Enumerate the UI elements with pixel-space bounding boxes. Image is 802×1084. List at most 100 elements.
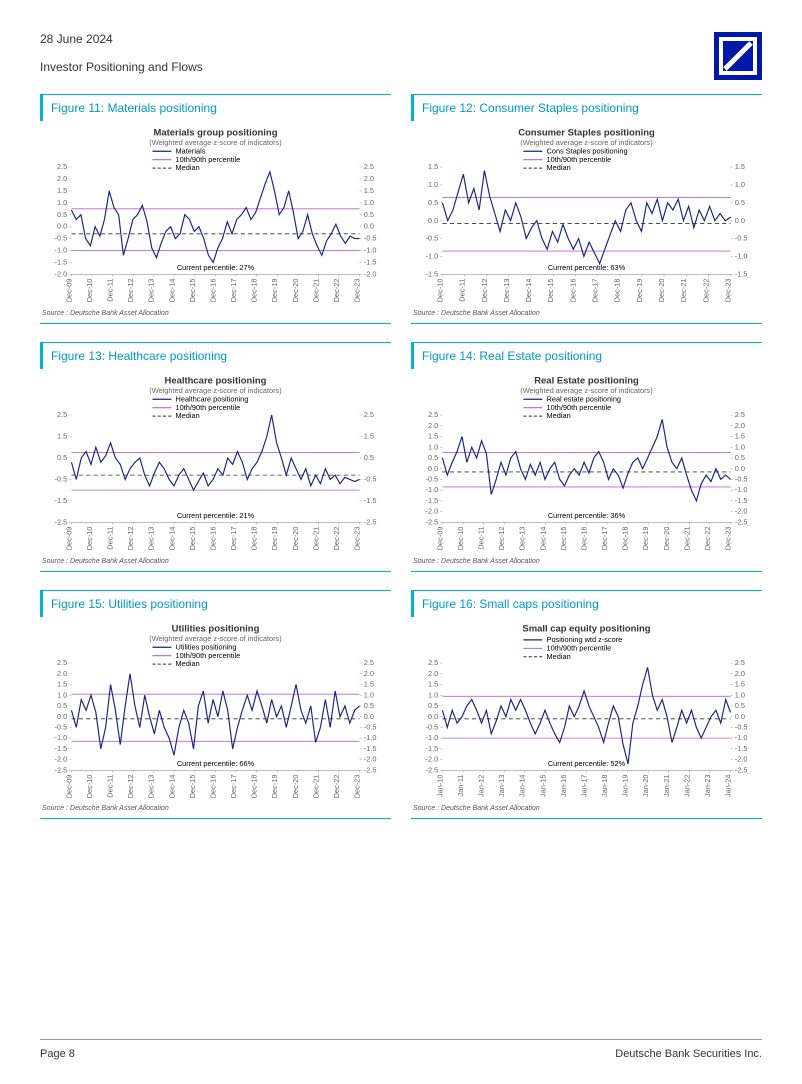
x-tick: Dec-20: [291, 279, 300, 303]
x-tick: Dec-20: [291, 774, 300, 798]
y-tick-left: 1.0: [428, 690, 438, 699]
current-percentile: Current percentile: 52%: [548, 759, 626, 768]
chart-title: Consumer Staples positioning: [518, 128, 655, 139]
x-tick: Jan-20: [641, 774, 650, 797]
x-tick: Dec-14: [167, 526, 176, 550]
y-tick-right: 1.5: [735, 679, 745, 688]
chart-svg: Materials group positioning(Weighted ave…: [42, 125, 389, 304]
chart-title: Healthcare positioning: [165, 375, 267, 386]
chart-svg: Consumer Staples positioning(Weighted av…: [413, 125, 760, 304]
x-tick: Dec-11: [106, 526, 115, 549]
x-tick: Jan-16: [559, 774, 568, 797]
x-tick: Dec-12: [480, 279, 489, 303]
x-tick: Dec-21: [682, 526, 691, 550]
figure-label: Figure 13: Healthcare positioning: [51, 349, 383, 363]
y-tick-right: -1.5: [735, 743, 748, 752]
source-text: Source : Deutsche Bank Asset Allocation: [42, 558, 391, 565]
y-tick-right: 1.0: [735, 180, 745, 189]
y-tick-right: -0.5: [364, 722, 377, 731]
y-tick-right: -1.0: [735, 252, 748, 261]
chart-title: Real Estate positioning: [534, 375, 639, 386]
x-tick: Dec-21: [679, 279, 688, 303]
x-tick: Dec-13: [518, 526, 527, 550]
x-tick: Dec-22: [332, 774, 341, 798]
x-tick: Dec-14: [524, 279, 533, 303]
chart-title: Small cap equity positioning: [522, 623, 650, 634]
x-tick: Dec-15: [188, 279, 197, 303]
y-tick-left: 0.5: [428, 198, 438, 207]
y-tick-left: 1.5: [57, 679, 67, 688]
chart-svg: Healthcare positioning(Weighted average …: [42, 373, 389, 552]
page-subtitle: Investor Positioning and Flows: [40, 60, 203, 74]
y-tick-right: -1.5: [364, 257, 377, 266]
x-tick: Dec-12: [126, 774, 135, 798]
y-tick-left: 1.5: [57, 186, 67, 195]
y-tick-right: 1.5: [364, 431, 374, 440]
legend-median: Median: [176, 163, 200, 172]
chart-panel: Figure 13: Healthcare positioning Health…: [40, 342, 391, 572]
y-tick-right: 0.0: [364, 711, 374, 720]
y-tick-left: 2.5: [428, 410, 438, 419]
y-tick-right: -1.0: [735, 485, 748, 494]
page-header: 28 June 2024 Investor Positioning and Fl…: [40, 32, 762, 80]
x-tick: Dec-12: [497, 526, 506, 550]
x-tick: Dec-19: [270, 774, 279, 798]
x-tick: Jan-12: [477, 774, 486, 797]
x-tick: Dec-11: [106, 774, 115, 797]
y-tick-right: -0.5: [364, 474, 377, 483]
y-tick-right: -1.5: [735, 496, 748, 505]
y-tick-right: 1.0: [735, 442, 745, 451]
x-tick: Dec-18: [250, 279, 259, 303]
x-tick: Jan-23: [703, 774, 712, 797]
x-tick: Dec-10: [85, 774, 94, 798]
figure-label: Figure 11: Materials positioning: [51, 101, 383, 115]
y-tick-left: -2.0: [426, 506, 439, 515]
y-tick-right: 2.0: [735, 668, 745, 677]
x-tick: Jan-10: [435, 774, 444, 797]
chart-title: Utilities positioning: [172, 623, 260, 634]
panel-title-bar: Figure 13: Healthcare positioning: [40, 342, 391, 369]
y-tick-left: -1.5: [426, 743, 439, 752]
source-text: Source : Deutsche Bank Asset Allocation: [42, 310, 391, 317]
y-tick-right: 2.0: [735, 421, 745, 430]
x-tick: Dec-19: [270, 279, 279, 303]
x-tick: Dec-17: [229, 279, 238, 303]
page-date: 28 June 2024: [40, 32, 203, 46]
x-tick: Dec-10: [85, 526, 94, 550]
series-line: [71, 673, 359, 754]
y-tick-left: -1.0: [426, 485, 439, 494]
y-tick-right: -1.5: [735, 269, 748, 278]
y-tick-right: 1.5: [364, 186, 374, 195]
y-tick-left: 1.0: [428, 442, 438, 451]
x-tick: Jan-21: [662, 774, 671, 797]
chart-svg: Real Estate positioning(Weighted average…: [413, 373, 760, 552]
x-tick: Dec-10: [435, 279, 444, 303]
panel-title-bar: Figure 14: Real Estate positioning: [411, 342, 762, 369]
y-tick-right: -1.5: [364, 743, 377, 752]
figure-label: Figure 14: Real Estate positioning: [422, 349, 754, 363]
chart-wrap: Real Estate positioning(Weighted average…: [411, 369, 762, 554]
y-tick-left: -0.5: [426, 722, 439, 731]
y-tick-left: -2.5: [55, 517, 68, 526]
y-tick-left: -1.5: [55, 743, 68, 752]
x-tick: Dec-19: [270, 526, 279, 550]
x-tick: Dec-18: [613, 279, 622, 303]
y-tick-left: 2.0: [57, 174, 67, 183]
x-tick: Dec-21: [311, 526, 320, 550]
y-tick-right: -1.5: [364, 496, 377, 505]
y-tick-right: 1.5: [364, 679, 374, 688]
y-tick-right: -1.0: [735, 733, 748, 742]
x-tick: Dec-14: [538, 526, 547, 550]
y-tick-left: 0.0: [57, 222, 67, 231]
y-tick-left: -0.5: [55, 234, 68, 243]
y-tick-right: 0.5: [364, 453, 374, 462]
legend-median: Median: [547, 651, 571, 660]
y-tick-left: -0.5: [426, 474, 439, 483]
y-tick-right: -2.5: [364, 765, 377, 774]
x-tick: Dec-23: [724, 526, 733, 550]
series-line: [442, 667, 730, 764]
x-tick: Dec-17: [229, 526, 238, 550]
chart-wrap: Consumer Staples positioning(Weighted av…: [411, 121, 762, 306]
y-tick-right: 0.0: [735, 464, 745, 473]
legend-median: Median: [547, 163, 571, 172]
